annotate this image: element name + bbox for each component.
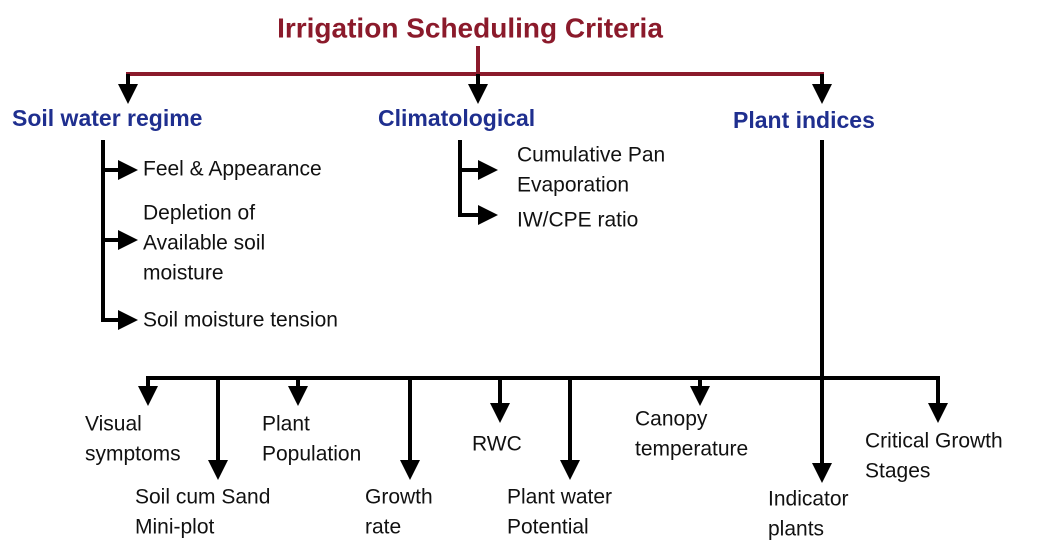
item-label: Cumulative Pan [517,144,665,167]
item-label: Plant [262,413,310,436]
item-label: Canopy [635,408,708,431]
item-label: Depletion of [143,202,255,225]
item-label: RWC [472,433,522,456]
item-label: Stages [865,460,930,483]
item-label: rate [365,516,401,539]
item-label: Mini-plot [135,516,215,539]
item-label: Feel & Appearance [143,158,322,181]
heading: Climatological [378,105,535,131]
item-label: Plant water [507,486,612,509]
item-label: Population [262,443,361,466]
connectors [101,46,948,483]
item-label: moisture [143,262,224,285]
item-label: Soil cum Sand [135,486,270,509]
item-label: plants [768,518,824,541]
heading: Plant indices [733,107,875,133]
item-label: symptoms [85,443,181,466]
title: Irrigation Scheduling Criteria [277,12,663,43]
item-label: Potential [507,516,589,539]
item-label: Growth [365,486,433,509]
item-label: Indicator [768,488,849,511]
item-label: Critical Growth [865,430,1003,453]
heading: Soil water regime [12,105,202,131]
item-label: Available soil [143,232,265,255]
item-label: IW/CPE ratio [517,209,638,232]
item-label: Visual [85,413,142,436]
item-label: Evaporation [517,174,629,197]
item-label: Soil moisture tension [143,309,338,332]
item-label: temperature [635,438,748,461]
